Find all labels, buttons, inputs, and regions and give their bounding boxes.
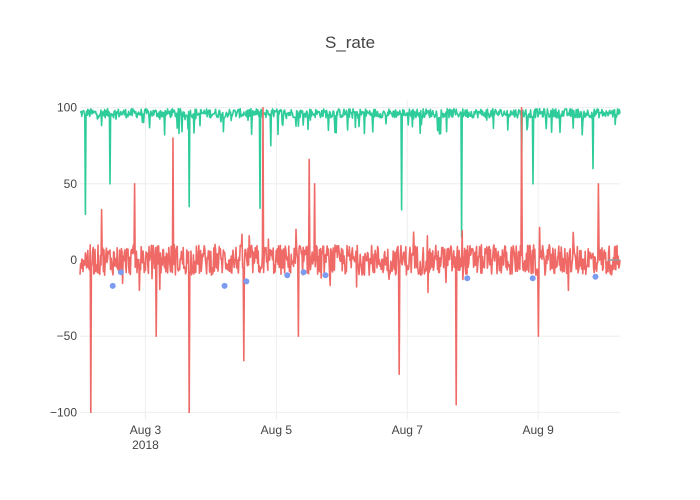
- scatter-point: [221, 282, 228, 289]
- scatter-point: [322, 272, 329, 279]
- scatter-point: [117, 269, 124, 276]
- scatter-point: [529, 275, 536, 282]
- scatter-point: [109, 282, 116, 289]
- y-tick-label: 0: [70, 253, 77, 267]
- scatter-point: [300, 269, 307, 276]
- x-tick-label: Aug 7: [392, 423, 424, 437]
- scatter-point: [284, 272, 291, 279]
- y-tick-label: 100: [57, 101, 77, 115]
- scatter-point: [592, 273, 599, 280]
- series-line-0: [79, 107, 621, 238]
- x-tick-label: Aug 3: [130, 423, 162, 437]
- y-tick-label: −50: [57, 329, 78, 343]
- chart-title: S_rate: [324, 33, 376, 52]
- x-tick-label: Aug 5: [261, 423, 293, 437]
- series-line-1: [79, 106, 621, 414]
- scatter-point: [464, 275, 471, 282]
- x-year-label: 2018: [132, 438, 159, 452]
- y-tick-label: −100: [50, 405, 77, 419]
- scatter-point: [243, 278, 250, 285]
- x-tick-label: Aug 9: [523, 423, 555, 437]
- y-tick-label: 50: [64, 177, 78, 191]
